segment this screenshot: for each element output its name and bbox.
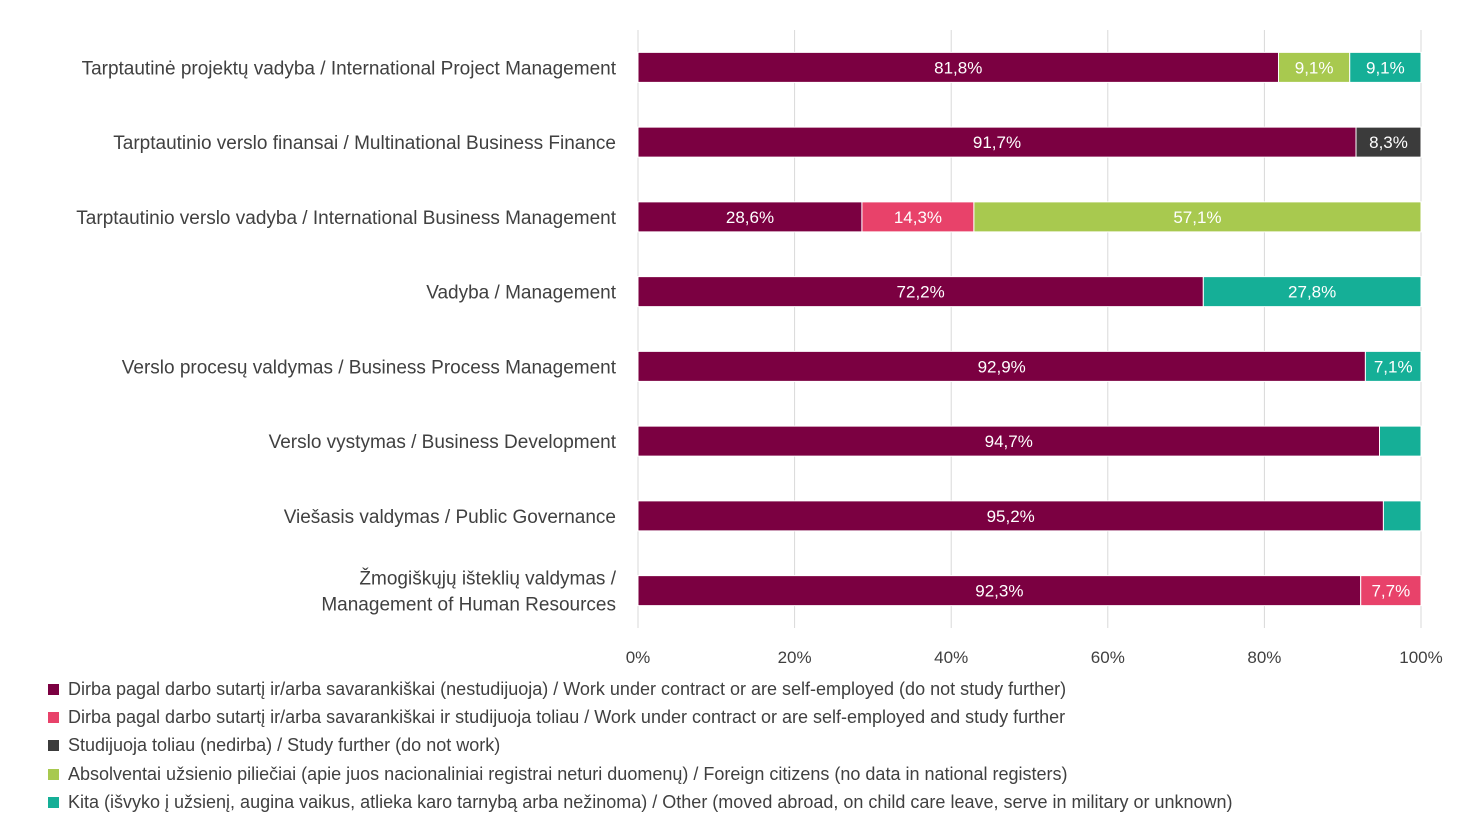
category-label: Management of Human Resources xyxy=(321,595,616,616)
bar-segment xyxy=(637,500,1384,532)
bar-segment xyxy=(637,350,1366,382)
x-tick-label: 20% xyxy=(778,648,812,667)
category-label: Viešasis valdymas / Public Governance xyxy=(284,507,616,528)
category-label: Verslo vystymas / Business Development xyxy=(269,432,617,453)
legend-label: Dirba pagal darbo sutartį ir/arba savara… xyxy=(68,678,1067,699)
category-label: Tarptautinė projektų vadyba / Internatio… xyxy=(82,58,617,79)
legend-swatch xyxy=(48,683,59,695)
bar-segment xyxy=(1379,425,1422,457)
category-label: Tarptautinio verslo finansai / Multinati… xyxy=(113,133,616,154)
bar-segment xyxy=(861,201,975,233)
data-label: 14,3% xyxy=(894,208,942,227)
chart-legend: Dirba pagal darbo sutartį ir/arba savara… xyxy=(48,675,1233,816)
bar-segment xyxy=(1382,500,1422,532)
bar-segment xyxy=(973,201,1422,233)
data-label: 7,7% xyxy=(1371,582,1410,601)
legend-label: Kita (išvyko į užsienį, augina vaikus, a… xyxy=(68,791,1233,812)
bar-segment xyxy=(1202,276,1422,308)
bar-segment xyxy=(637,276,1204,308)
bar-segment xyxy=(637,201,863,233)
legend-swatch xyxy=(48,711,59,723)
data-label: 91,7% xyxy=(973,133,1021,152)
legend-swatch xyxy=(48,796,59,808)
data-label: 8,3% xyxy=(1369,133,1408,152)
bar-segment xyxy=(637,126,1357,158)
stacked-bar-chart: 0% 20% 40% 60% 80% 100% Tarptautinė projektų v… xyxy=(76,30,1443,667)
data-label: 72,2% xyxy=(897,283,945,302)
x-tick-label: 100% xyxy=(1399,648,1442,667)
x-tick-label: 0% xyxy=(626,648,651,667)
legend-swatch xyxy=(48,768,59,780)
data-label: 81,8% xyxy=(934,58,982,77)
data-label: 27,8% xyxy=(1288,283,1336,302)
legend-item: Kita (išvyko į užsienį, augina vaikus, a… xyxy=(48,788,1233,816)
data-label: 92,3% xyxy=(975,582,1023,601)
legend-item: Dirba pagal darbo sutartį ir/arba savara… xyxy=(48,703,1233,731)
bar-segment xyxy=(1349,51,1422,83)
data-label: 28,6% xyxy=(726,208,774,227)
data-label: 7,1% xyxy=(1374,357,1413,376)
bar-segment xyxy=(1355,126,1422,158)
data-label: 9,1% xyxy=(1366,58,1405,77)
legend-item: Dirba pagal darbo sutartį ir/arba savara… xyxy=(48,675,1233,703)
bar-segment xyxy=(637,425,1381,457)
category-label: Vadyba / Management xyxy=(426,283,616,304)
legend-item: Studijuoja toliau (nedirba) / Study furt… xyxy=(48,732,1233,760)
category-label: Žmogiškųjų išteklių valdymas / xyxy=(359,568,616,590)
data-label: 94,7% xyxy=(985,432,1033,451)
data-label: 92,9% xyxy=(978,357,1026,376)
category-label: Tarptautinio verslo vadyba / Internation… xyxy=(76,208,616,229)
bar-segment xyxy=(1364,350,1422,382)
data-label: 95,2% xyxy=(987,507,1035,526)
legend-label: Dirba pagal darbo sutartį ir/arba savara… xyxy=(68,706,1066,727)
bar-segment xyxy=(637,51,1279,83)
legend-label: Absolventai užsienio piliečiai (apie juo… xyxy=(68,763,1068,784)
x-tick-label: 60% xyxy=(1091,648,1125,667)
legend-swatch xyxy=(48,740,59,752)
legend-item: Absolventai užsienio piliečiai (apie juo… xyxy=(48,760,1233,788)
data-label: 9,1% xyxy=(1295,58,1334,77)
x-tick-label: 80% xyxy=(1247,648,1281,667)
x-tick-label: 40% xyxy=(934,648,968,667)
legend-label: Studijuoja toliau (nedirba) / Study furt… xyxy=(68,735,501,756)
category-label: Verslo procesų valdymas / Business Proce… xyxy=(122,357,617,378)
data-label: 57,1% xyxy=(1173,208,1221,227)
bar-segment xyxy=(1360,575,1422,607)
